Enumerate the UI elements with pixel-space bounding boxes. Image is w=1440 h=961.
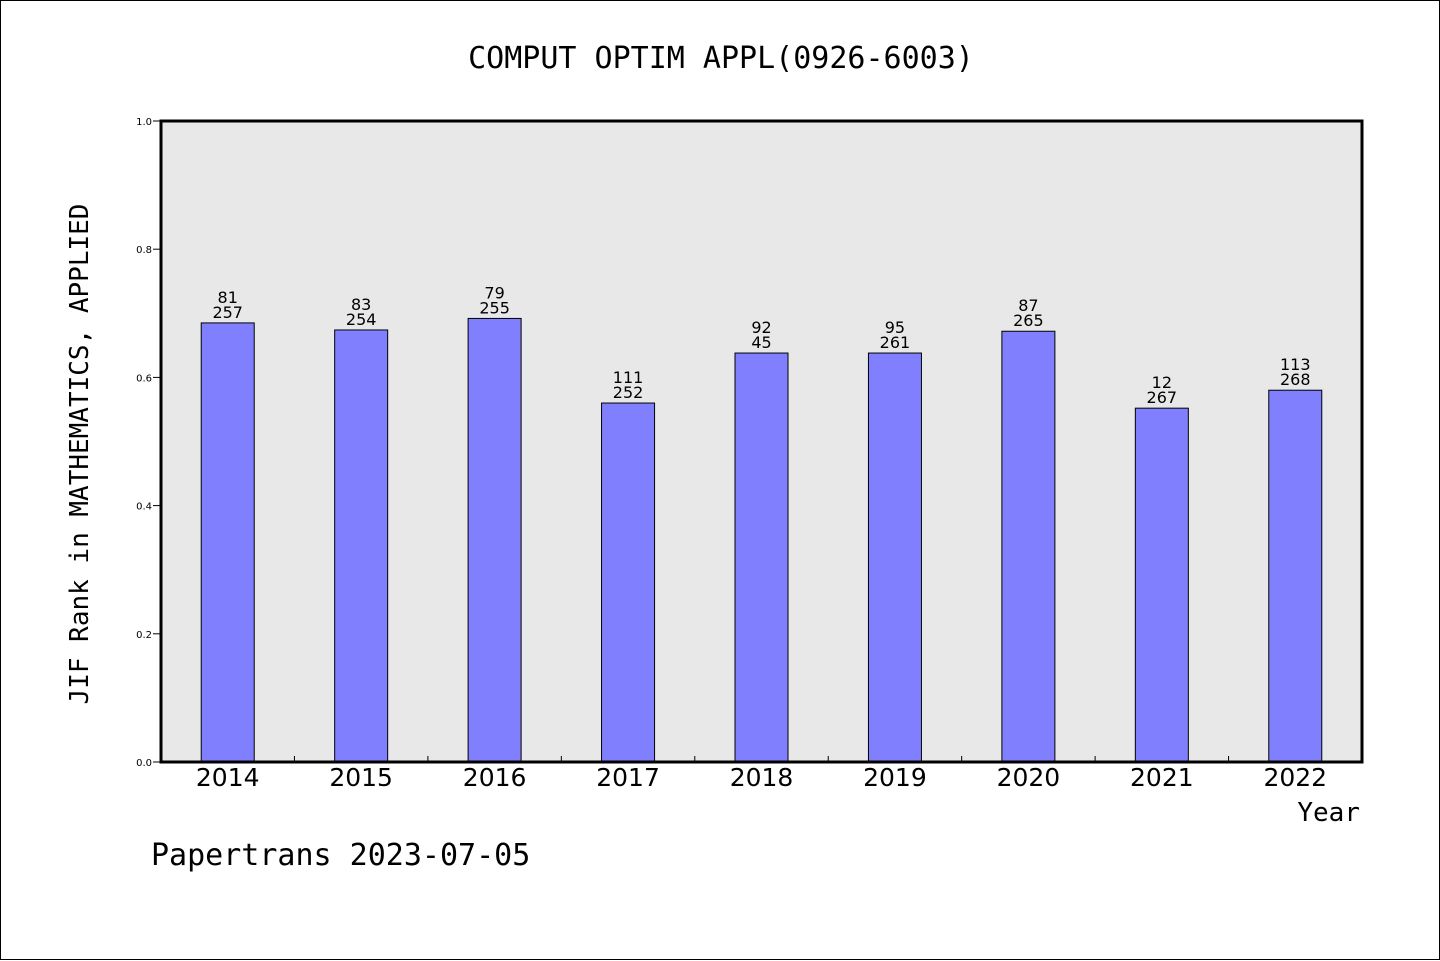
y-tick-label: 1.0: [136, 117, 152, 128]
bar-label-bottom-2014: 257: [212, 303, 243, 322]
bar-label-bottom-2015: 254: [346, 310, 377, 329]
chart-title: COMPUT OPTIM APPL(0926-6003): [468, 41, 974, 76]
x-tick-label-2021: 2021: [1130, 763, 1194, 792]
bar-label-bottom-2018: 45: [751, 333, 771, 352]
y-tick-label: 0.0: [136, 758, 152, 769]
bar-label-top-2021: 12: [1152, 373, 1172, 392]
y-axis-label: JIF Rank in MATHEMATICS, APPLIED: [65, 204, 95, 705]
bars-group: [200, 317, 1323, 763]
bar-label-top-2017: 111: [613, 368, 644, 387]
bar-2019: [867, 352, 922, 763]
bar-label-top-2020: 87: [1018, 296, 1038, 315]
y-tick-label: 0.8: [136, 245, 152, 256]
bar-label-top-2014: 81: [218, 288, 238, 307]
x-tick-label-2020: 2020: [997, 763, 1061, 792]
bar-2021: [1134, 407, 1189, 763]
x-tick-label-2022: 2022: [1263, 763, 1327, 792]
bar-label-bottom-2016: 255: [479, 298, 510, 317]
bar-label-top-2015: 83: [351, 295, 371, 314]
bar-label-bottom-2020: 265: [1013, 311, 1044, 330]
bar-2018: [734, 352, 789, 763]
bar-label-bottom-2022: 268: [1280, 370, 1311, 389]
bar-2020: [1001, 330, 1056, 763]
y-tick-label: 0.2: [136, 630, 152, 641]
x-tick-label-2015: 2015: [329, 763, 393, 792]
bar-label-top-2016: 79: [484, 283, 504, 302]
bar-label-top-2022: 113: [1280, 355, 1311, 374]
bar-label-bottom-2021: 267: [1147, 388, 1178, 407]
bar-label-top-2019: 95: [885, 318, 905, 337]
x-tick-label-2019: 2019: [863, 763, 927, 792]
x-tick-label-2016: 2016: [463, 763, 527, 792]
y-axis-ticks: 0.0 0.2 0.4 0.6 0.8 1.0: [136, 117, 161, 769]
bar-2014: [200, 322, 255, 763]
bar-label-bottom-2017: 252: [613, 383, 644, 402]
bar-2015: [334, 329, 389, 763]
footer-text: Papertrans 2023-07-05: [151, 838, 530, 873]
plot-border: [159, 119, 1364, 764]
bar-2016: [467, 317, 522, 763]
bar-label-bottom-2019: 261: [880, 333, 911, 352]
bar-2017: [601, 402, 656, 763]
bar-label-top-2018: 92: [751, 318, 771, 337]
x-tick-label-2017: 2017: [596, 763, 660, 792]
y-tick-label: 0.6: [136, 373, 152, 384]
bar-2022: [1268, 389, 1323, 763]
x-axis-label: Year: [1297, 798, 1360, 828]
x-tick-label-2018: 2018: [730, 763, 794, 792]
x-tick-label-2014: 2014: [196, 763, 260, 792]
x-axis-ticks: 2014 2015 2016 2017 2018 2019 2020 2021 2022: [196, 756, 1327, 792]
y-tick-label: 0.4: [136, 502, 152, 513]
